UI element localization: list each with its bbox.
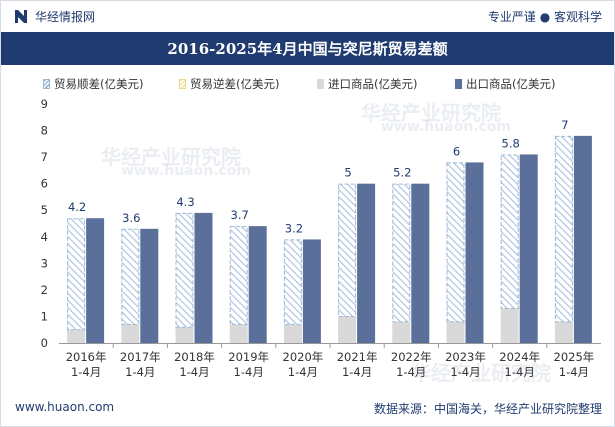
legend-item-export: 出口商品(亿美元) <box>455 76 555 92</box>
x-category-label: 2017年 1-4月 <box>120 350 161 379</box>
bar-import <box>229 324 248 343</box>
x-category-label: 2023年 1-4月 <box>445 350 486 379</box>
data-label-surplus: 4.2 <box>68 200 86 214</box>
legend-swatch-export <box>455 79 462 89</box>
x-category-label: 2016年 1-4月 <box>66 350 107 379</box>
brand-logo-icon <box>15 10 27 23</box>
data-label-surplus: 7 <box>561 118 568 132</box>
bar-export <box>194 212 213 343</box>
data-label-surplus: 6 <box>453 144 460 158</box>
bar-surplus <box>500 154 519 309</box>
chart-title: 2016-2025年4月中国与突尼斯贸易差额 <box>167 40 448 58</box>
bar-export <box>140 228 159 343</box>
bar-surplus <box>121 228 140 325</box>
data-label-surplus: 5.8 <box>502 136 520 150</box>
data-label-surplus: 3.6 <box>122 211 140 225</box>
bar-export <box>519 154 538 343</box>
bar-surplus <box>67 218 86 331</box>
bar-export <box>248 226 267 343</box>
legend-label-surplus: 贸易顺差(亿美元) <box>54 77 144 91</box>
footer-website: www.huaon.com <box>15 400 115 414</box>
bar-export <box>411 183 430 343</box>
bar-export <box>465 162 484 343</box>
x-category-label: 2025年 1-4月 <box>554 350 595 379</box>
x-category-label: 2022年 1-4月 <box>391 350 432 379</box>
y-tick-label: 9 <box>41 97 48 111</box>
legend-item-deficit: 贸易逆差(亿美元) <box>179 76 279 92</box>
bar-import <box>121 324 140 343</box>
x-axis: 2016年 1-4月 2017年 1-4月 2018年 1-4月 2019年 1-4月 2020… <box>59 343 601 379</box>
legend-swatch-import <box>317 79 324 89</box>
bar-export <box>302 239 321 343</box>
legend-label-export: 出口商品(亿美元) <box>466 77 556 91</box>
title-bar: 2016-2025年4月中国与突尼斯贸易差额 <box>1 32 614 65</box>
bar-surplus <box>283 239 302 325</box>
legend-label-import: 进口商品(亿美元) <box>328 77 418 91</box>
y-tick-label: 0 <box>41 336 48 350</box>
bar-surplus <box>338 183 357 317</box>
data-label-surplus: 4.3 <box>176 195 194 209</box>
bar-import <box>392 321 411 343</box>
bar-import <box>338 316 357 343</box>
data-label-surplus: 3.7 <box>231 208 249 222</box>
bar-export <box>573 135 592 343</box>
y-tick-label: 1 <box>41 309 48 323</box>
chart-legend: 贸易顺差(亿美元) 贸易逆差(亿美元) 进口商品(亿美元) 出口商品(亿美元) <box>43 76 613 94</box>
y-tick-label: 3 <box>41 256 48 270</box>
bar-surplus <box>554 135 573 323</box>
bar-surplus <box>446 162 465 323</box>
y-tick-label: 6 <box>41 177 48 191</box>
legend-item-surplus: 贸易顺差(亿美元) <box>43 76 143 92</box>
data-label-surplus: 5.2 <box>393 166 411 180</box>
legend-label-deficit: 贸易逆差(亿美元) <box>190 77 280 91</box>
y-tick-label: 5 <box>41 203 48 217</box>
footer-source: 数据来源：中国海关，华经产业研究院整理 <box>373 402 602 416</box>
x-category-label: 2018年 1-4月 <box>174 350 215 379</box>
x-category-label: 2024年 1-4月 <box>499 350 540 379</box>
x-category-label: 2019年 1-4月 <box>228 350 269 379</box>
brand-name: 华经情报网 <box>35 10 96 24</box>
y-tick-label: 8 <box>41 124 48 138</box>
y-tick-label: 7 <box>41 150 48 164</box>
top-bar: 华经情报网 专业严谨 ● 客观科学 <box>1 1 614 31</box>
brand-tagline: 专业严谨 ● 客观科学 <box>487 10 602 24</box>
bar-surplus <box>175 212 194 328</box>
y-tick-label: 2 <box>41 283 48 297</box>
legend-swatch-surplus <box>43 79 50 89</box>
x-category-label: 2021年 1-4月 <box>337 350 378 379</box>
bar-import <box>283 324 302 343</box>
bar-surplus <box>392 183 411 323</box>
bar-import <box>554 321 573 343</box>
bar-import <box>446 321 465 343</box>
bar-import <box>67 329 86 343</box>
data-label-surplus: 5 <box>344 166 351 180</box>
bar-import <box>500 308 519 343</box>
bar-export <box>357 183 376 343</box>
x-category-label: 2020年 1-4月 <box>283 350 324 379</box>
bar-import <box>175 327 194 343</box>
y-axis: 0 1 2 3 4 5 6 7 8 9 <box>41 97 48 350</box>
data-label-surplus: 3.2 <box>285 221 303 235</box>
bar-export <box>86 218 105 343</box>
bar-surplus <box>229 226 248 325</box>
bars-group: 4.2 3.6 4.3 3.7 3.2 5 5.2 6 5.8 7 <box>67 118 592 343</box>
legend-swatch-deficit <box>179 79 186 89</box>
bar-chart: 0 1 2 3 4 5 6 7 8 9 4.2 3.6 4.3 3.7 3.2 5 5.2 6 5.8 7 2016… <box>41 97 601 379</box>
legend-item-import: 进口商品(亿美元) <box>317 76 417 92</box>
y-tick-label: 4 <box>41 230 48 244</box>
